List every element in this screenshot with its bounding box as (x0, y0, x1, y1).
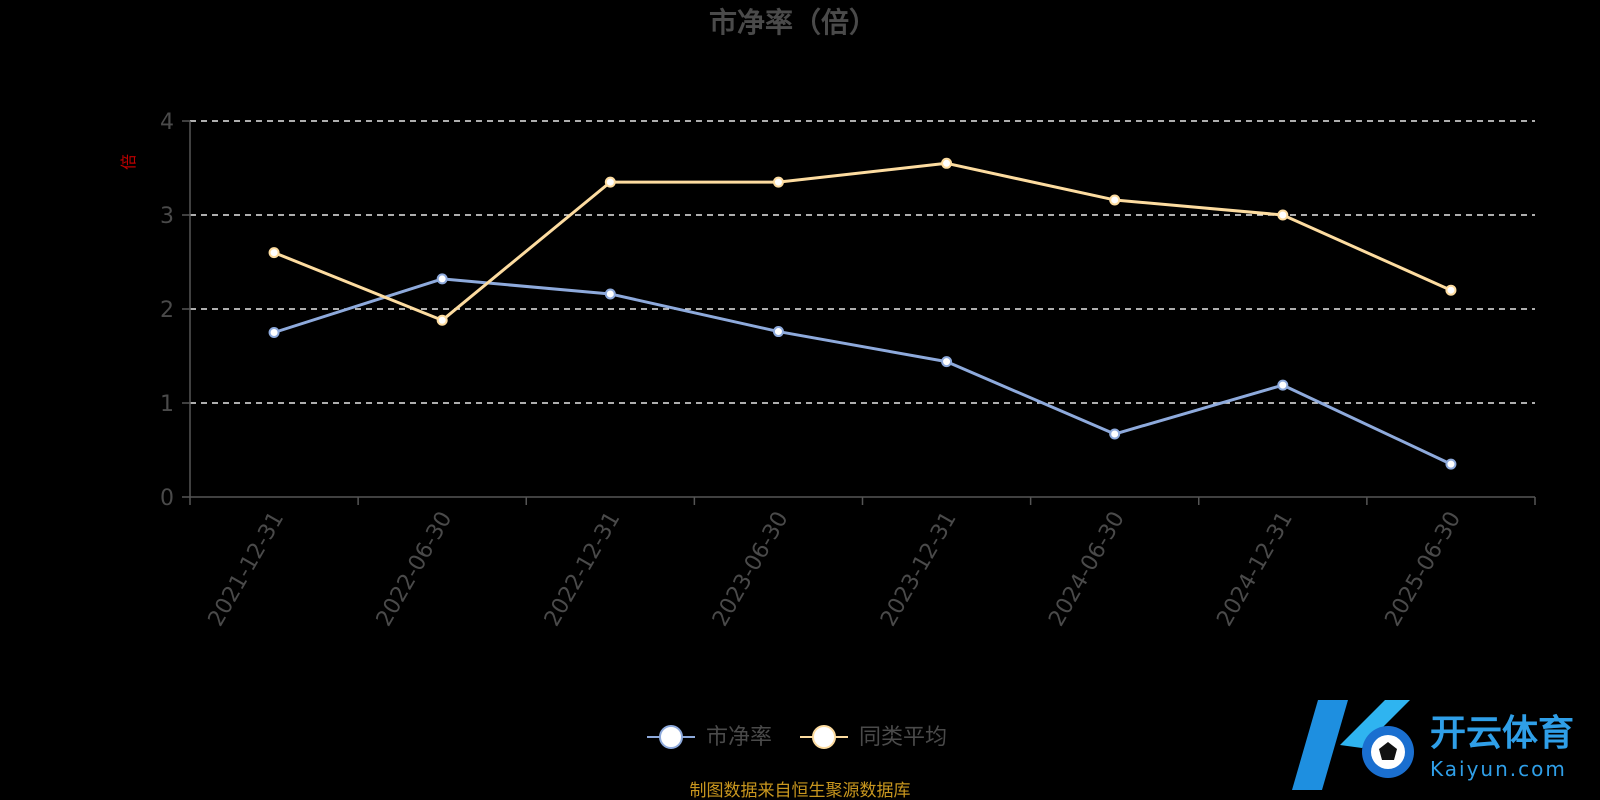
source-note: 制图数据来自恒生聚源数据库 (690, 781, 911, 800)
data-point-series-2 (268, 247, 280, 259)
brand-logo: 开云体育 Kaiyun.com (1292, 700, 1574, 790)
grid (190, 120, 1535, 404)
x-tick-label: 2024-06-30 (1044, 508, 1130, 631)
data-point-series-1 (1109, 428, 1121, 440)
data-point-series-2 (941, 157, 953, 169)
x-tick-label: 2022-12-31 (540, 508, 626, 631)
data-point-series-1 (941, 356, 953, 368)
x-tick-label: 2022-06-30 (372, 508, 458, 631)
data-point-series-2 (436, 314, 448, 326)
y-tick-label: 4 (160, 110, 174, 135)
legend-item-series-2[interactable]: 同类平均 (800, 725, 947, 750)
legend-label-series-1: 市净率 (706, 725, 772, 750)
data-point-series-1 (436, 273, 448, 285)
data-point-series-2 (772, 176, 784, 188)
y-axis-unit: 倍 (119, 154, 138, 170)
data-point-series-1 (268, 327, 280, 338)
data-point-series-2 (1445, 284, 1457, 296)
data-point-series-1 (772, 326, 784, 338)
legend-marker-series-2 (812, 725, 836, 749)
legend-item-series-1[interactable]: 市净率 (647, 725, 772, 750)
legend-marker-series-1 (659, 725, 683, 749)
data-point-series-2 (604, 176, 616, 188)
y-tick-label: 2 (160, 298, 174, 323)
series-line-1 (273, 277, 1452, 466)
x-tick-label: 2025-06-30 (1381, 508, 1467, 631)
logo-name: 开云体育 (1430, 713, 1574, 754)
data-point-series-1 (1445, 458, 1457, 470)
series-line-2 (273, 161, 1452, 322)
data-point-series-1 (604, 288, 616, 300)
y-tick-label: 1 (160, 392, 174, 417)
x-tick-label: 2023-06-30 (708, 508, 794, 631)
legend: 市净率 同类平均 (647, 725, 947, 750)
y-tick-label: 0 (160, 486, 174, 511)
axes: 0 1 2 3 4 2021-12-31 2022-06-30 2022-12-31 2023-… (160, 110, 1536, 631)
chart-title: 市净率（倍） (709, 6, 877, 39)
data-point-series-2 (1277, 209, 1289, 221)
series-layer (268, 157, 1457, 470)
x-tick-label: 2024-12-31 (1212, 508, 1298, 631)
data-point-series-2 (1109, 194, 1121, 206)
y-tick-label: 3 (160, 204, 174, 229)
x-tick-label: 2021-12-31 (204, 508, 290, 631)
logo-sub: Kaiyun.com (1430, 757, 1567, 781)
x-tick-label: 2023-12-31 (876, 508, 962, 631)
legend-label-series-2: 同类平均 (859, 725, 947, 750)
data-point-series-1 (1277, 379, 1289, 391)
logo-icon (1292, 700, 1414, 790)
